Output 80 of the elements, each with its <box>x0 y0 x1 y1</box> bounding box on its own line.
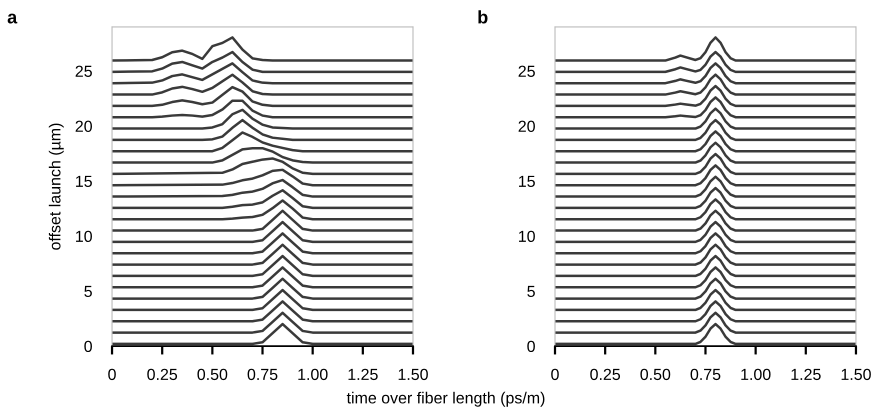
x-tick-label: 0.75 <box>690 368 720 380</box>
line-series <box>555 164 856 186</box>
line-series <box>112 73 413 96</box>
line-series <box>112 254 413 278</box>
line-series <box>555 130 856 152</box>
x-tick-label: 1.00 <box>298 368 328 380</box>
y-axis-title: offset launch (µm) <box>48 124 64 250</box>
x-tick-label: 1.25 <box>348 368 378 380</box>
line-series <box>112 178 413 198</box>
line-series <box>112 146 413 164</box>
line-series <box>555 288 856 312</box>
line-series <box>112 199 413 220</box>
y-tick-label: 0 <box>527 340 535 352</box>
line-series <box>555 62 856 84</box>
line-series <box>112 300 413 322</box>
line-series <box>555 244 856 266</box>
line-series <box>555 152 856 176</box>
x-tick-label: 0.75 <box>248 368 278 380</box>
chart-title: a <box>8 14 18 24</box>
y-tick-label: 20 <box>518 120 535 132</box>
line-series <box>112 210 413 232</box>
line-series <box>555 73 856 96</box>
y-tick-label: 25 <box>76 66 92 77</box>
line-series <box>555 96 856 118</box>
line-series <box>555 210 856 232</box>
y-tick-label: 15 <box>76 176 92 187</box>
line-series <box>555 36 856 62</box>
line-series <box>112 220 413 244</box>
line-series <box>555 186 856 210</box>
line-series <box>555 278 856 300</box>
line-series <box>112 62 413 84</box>
line-series <box>112 157 413 176</box>
line-series <box>555 176 856 198</box>
y-tick-label: 0 <box>84 340 92 352</box>
line-series <box>555 118 856 142</box>
line-series <box>112 50 413 74</box>
line-series <box>555 232 856 254</box>
x-tick-label: 0.50 <box>197 368 228 380</box>
line-series <box>112 36 413 62</box>
x-tick-label: 1.00 <box>741 368 771 380</box>
line-series <box>112 108 413 130</box>
line-series <box>112 168 413 186</box>
line-series <box>555 50 856 74</box>
y-tick-label: 10 <box>519 230 535 242</box>
line-series <box>112 118 413 142</box>
line-series <box>112 288 413 312</box>
line-series <box>555 266 856 288</box>
x-tick-label: 0.25 <box>590 368 620 380</box>
y-tick-label: 5 <box>84 286 92 298</box>
line-series <box>112 312 413 334</box>
y-tick-label: 10 <box>76 230 92 242</box>
x-tick-label: 1.25 <box>791 368 821 380</box>
x-tick-label: 1.50 <box>842 368 871 380</box>
line-series <box>112 99 413 118</box>
line-series <box>555 312 856 334</box>
chart-title: b <box>478 10 488 24</box>
line-series <box>555 198 856 220</box>
line-series <box>112 86 413 108</box>
x-tick-label: 1.50 <box>398 368 428 380</box>
x-tick-label: 0 <box>551 368 559 380</box>
x-tick-label: 0.50 <box>640 368 670 380</box>
x-tick-label: 0.25 <box>147 368 178 380</box>
y-tick-label: 20 <box>76 120 92 132</box>
x-axis-title: time over fiber length (ps/m) <box>346 392 544 407</box>
line-series <box>112 189 413 210</box>
line-series <box>112 278 413 300</box>
line-series <box>112 244 413 266</box>
line-series <box>112 266 413 288</box>
line-series <box>555 84 856 108</box>
line-series <box>555 300 856 322</box>
line-series <box>555 107 856 130</box>
y-tick-label: 15 <box>519 176 535 187</box>
line-series <box>112 131 413 152</box>
x-tick-label: 0 <box>108 368 116 380</box>
y-tick-label: 5 <box>527 286 535 298</box>
line-series <box>555 254 856 278</box>
line-series <box>555 220 856 244</box>
line-series <box>555 141 856 164</box>
line-series <box>112 232 413 254</box>
y-tick-label: 25 <box>518 66 535 77</box>
